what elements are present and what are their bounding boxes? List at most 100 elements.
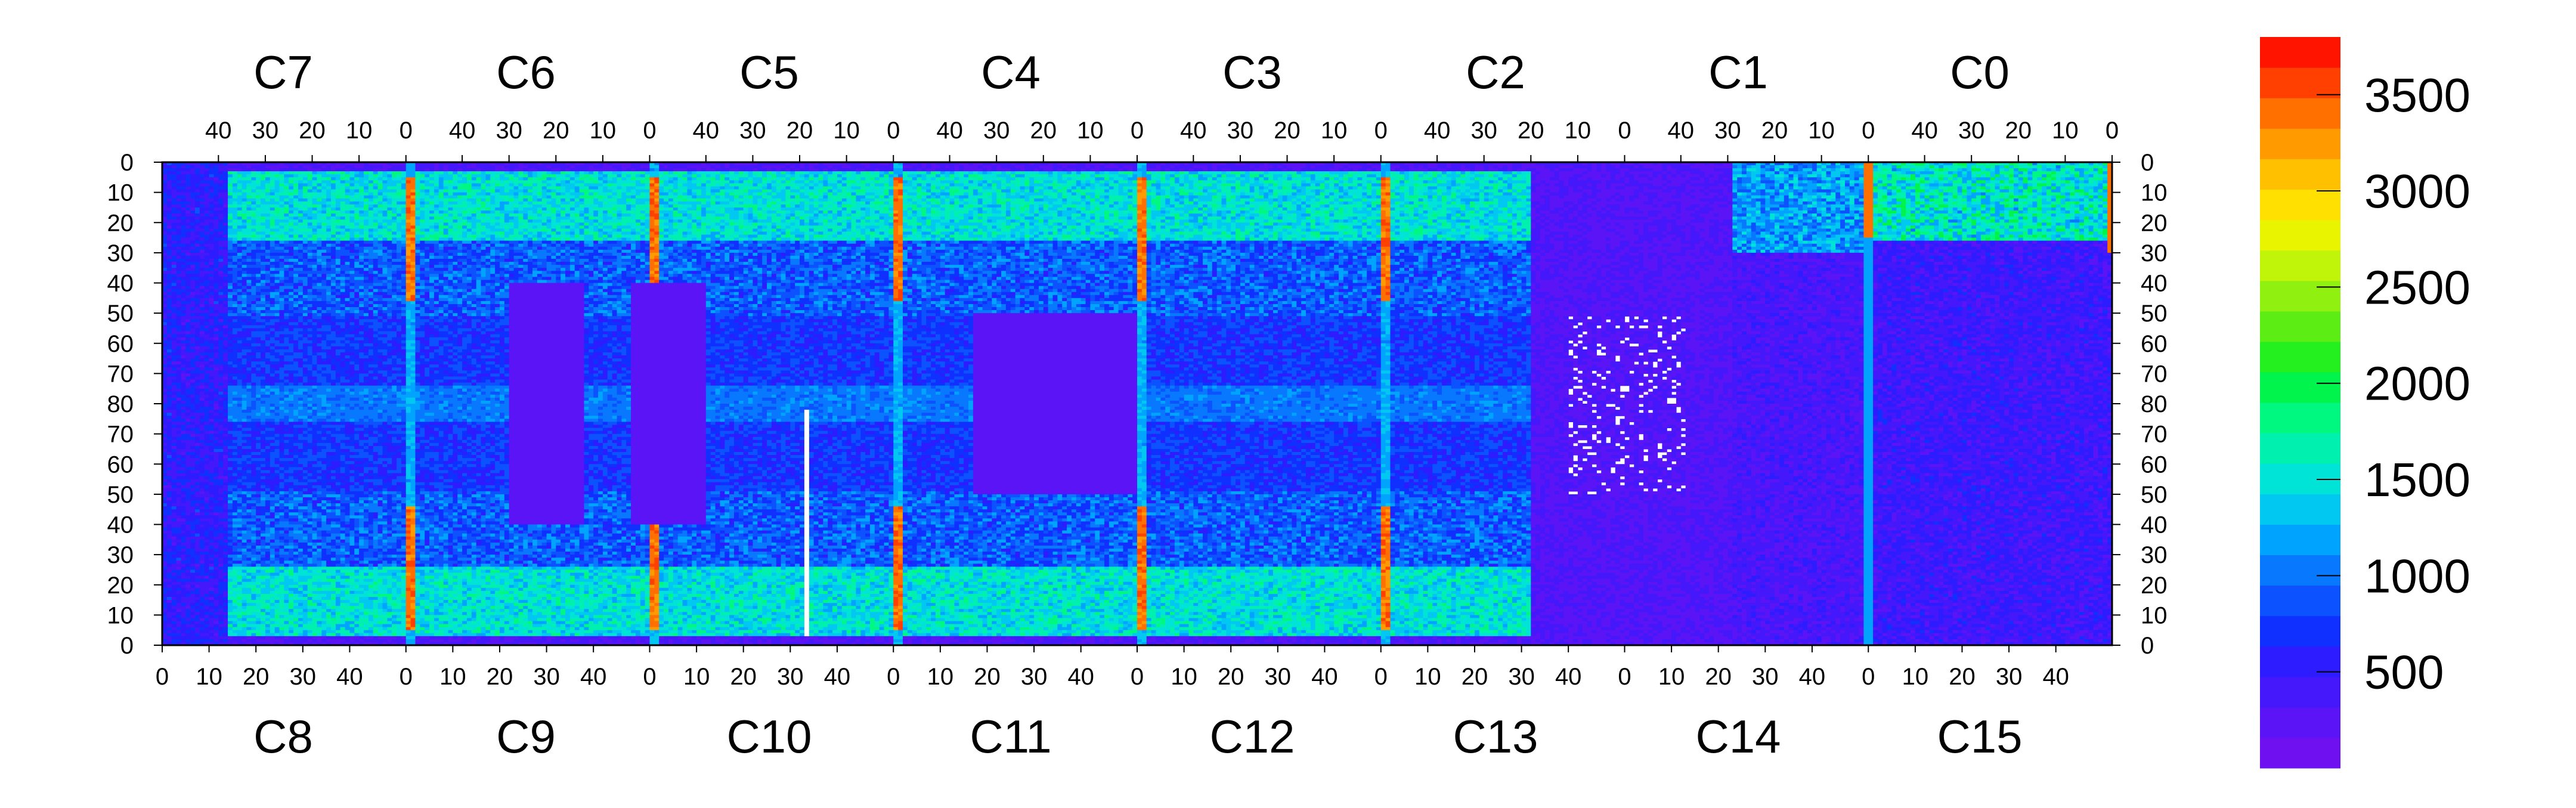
heatmap-cell	[265, 180, 270, 184]
heatmap-cell	[673, 177, 678, 181]
heatmap-cell	[570, 174, 575, 178]
heatmap-cell	[1437, 168, 1442, 172]
heatmap-cell	[921, 168, 926, 172]
heatmap-cell	[495, 180, 500, 184]
heatmap-cell	[1287, 171, 1292, 175]
heatmap-cell	[1119, 168, 1123, 172]
heatmap-cell	[1456, 177, 1461, 181]
heatmap-cell	[284, 180, 289, 184]
heatmap-cell	[289, 180, 293, 184]
heatmap-cell	[1925, 177, 1930, 181]
heatmap-cell	[1986, 168, 1990, 172]
heatmap-cell	[326, 174, 331, 178]
heatmap-cell	[936, 171, 940, 175]
heatmap-cell	[373, 180, 378, 184]
heatmap-cell	[1704, 171, 1709, 175]
heatmap-cell	[762, 180, 767, 184]
heatmap-cell	[1460, 171, 1465, 175]
heatmap-cell	[256, 168, 261, 172]
heatmap-cell	[209, 180, 214, 184]
heatmap-cell	[420, 165, 425, 169]
heatmap-cell	[781, 165, 786, 169]
heatmap-cell	[1175, 174, 1179, 178]
heatmap-cell	[1479, 177, 1484, 181]
heatmap-cell	[1784, 177, 1789, 181]
heatmap-cell	[880, 171, 884, 175]
heatmap-cell	[720, 165, 724, 169]
heatmap-cell	[1381, 177, 1386, 181]
heatmap-cell	[233, 177, 237, 181]
heatmap-cell	[1217, 168, 1222, 172]
heatmap-cell	[1301, 177, 1306, 181]
heatmap-cell	[1756, 168, 1761, 172]
heatmap-cell	[1086, 174, 1091, 178]
heatmap-cell	[870, 165, 875, 169]
heatmap-cell	[392, 165, 397, 169]
heatmap-cell	[2018, 177, 2023, 181]
heatmap-cell	[1812, 165, 1817, 169]
heatmap-cell	[1751, 174, 1756, 178]
heatmap-cell	[692, 174, 696, 178]
heatmap-cell	[968, 171, 973, 175]
heatmap-cell	[1892, 165, 1897, 169]
heatmap-cell	[1535, 165, 1540, 169]
heatmap-cell	[2061, 174, 2066, 178]
heatmap-cell	[809, 165, 814, 169]
heatmap-cell	[1104, 174, 1109, 178]
heatmap-cell	[1681, 168, 1686, 172]
heatmap-cell	[551, 177, 556, 181]
heatmap-cell	[734, 177, 739, 181]
heatmap-cell	[1695, 177, 1699, 181]
heatmap-cell	[298, 168, 303, 172]
heatmap-cell	[744, 180, 748, 184]
heatmap-cell	[1362, 168, 1367, 172]
heatmap-cell	[959, 174, 964, 178]
heatmap-cell	[654, 165, 659, 169]
heatmap-cell	[1226, 165, 1231, 169]
heatmap-cell	[2028, 165, 2033, 169]
heatmap-cell	[832, 174, 837, 178]
heatmap-cell	[823, 177, 828, 181]
heatmap-cell	[218, 168, 223, 172]
heatmap-cell	[1395, 174, 1400, 178]
heatmap-cell	[996, 174, 1001, 178]
heatmap-cell	[518, 180, 523, 184]
heatmap-cell	[1639, 174, 1643, 178]
heatmap-cell	[931, 174, 936, 178]
heatmap-cell	[1132, 171, 1137, 175]
heatmap-cell	[1798, 177, 1803, 181]
heatmap-cell	[818, 171, 823, 175]
heatmap-cell	[177, 165, 181, 169]
heatmap-cell	[1512, 168, 1517, 172]
heatmap-cell	[593, 171, 598, 175]
heatmap-cell	[1892, 177, 1897, 181]
heatmap-cell	[1606, 168, 1611, 172]
heatmap-cell	[1259, 168, 1264, 172]
heatmap-cell	[1339, 177, 1343, 181]
heatmap-cell	[1719, 168, 1723, 172]
heatmap-cell	[626, 174, 631, 178]
heatmap-cell	[1915, 168, 1920, 172]
heatmap-cell	[2061, 177, 2066, 181]
heatmap-cell	[177, 180, 181, 184]
heatmap-cell	[2084, 177, 2089, 181]
heatmap-cell	[321, 168, 326, 172]
heatmap-cell	[1175, 171, 1179, 175]
heatmap-cell	[1165, 177, 1170, 181]
heatmap-cell	[884, 165, 889, 169]
heatmap-cell	[364, 180, 369, 184]
heatmap-cell	[744, 177, 748, 181]
heatmap-cell	[1765, 165, 1770, 169]
heatmap-cell	[1423, 177, 1428, 181]
heatmap-cell	[1489, 177, 1494, 181]
heatmap-cell	[1193, 177, 1198, 181]
heatmap-cell	[1939, 171, 1943, 175]
heatmap-cell	[2075, 171, 2079, 175]
heatmap-cell	[415, 174, 420, 178]
heatmap-cell	[1779, 174, 1784, 178]
heatmap-cell	[1892, 168, 1897, 172]
heatmap-cell	[1812, 177, 1817, 181]
heatmap-cell	[1803, 171, 1807, 175]
heatmap-cell	[1583, 177, 1587, 181]
heatmap-cell	[1986, 177, 1990, 181]
